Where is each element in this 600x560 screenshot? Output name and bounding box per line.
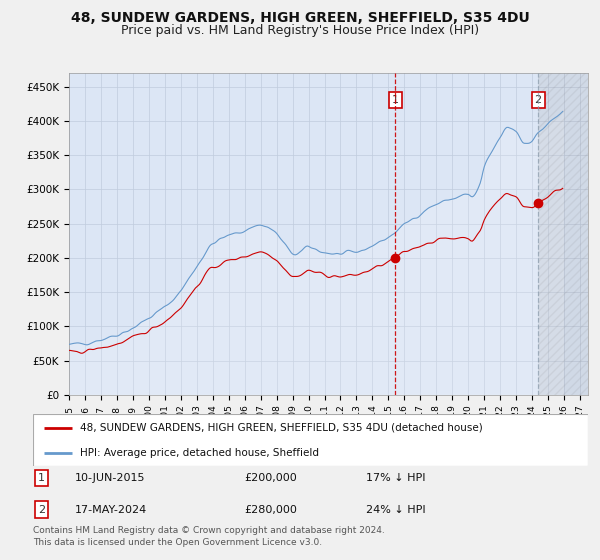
Text: 17-MAY-2024: 17-MAY-2024 bbox=[74, 505, 147, 515]
Text: 24% ↓ HPI: 24% ↓ HPI bbox=[366, 505, 425, 515]
Text: 1: 1 bbox=[38, 473, 45, 483]
Text: £280,000: £280,000 bbox=[244, 505, 297, 515]
Text: Contains HM Land Registry data © Crown copyright and database right 2024.
This d: Contains HM Land Registry data © Crown c… bbox=[33, 526, 385, 547]
Text: 48, SUNDEW GARDENS, HIGH GREEN, SHEFFIELD, S35 4DU (detached house): 48, SUNDEW GARDENS, HIGH GREEN, SHEFFIEL… bbox=[80, 423, 483, 433]
Bar bbox=[538, 73, 588, 395]
Text: 48, SUNDEW GARDENS, HIGH GREEN, SHEFFIELD, S35 4DU: 48, SUNDEW GARDENS, HIGH GREEN, SHEFFIEL… bbox=[71, 11, 529, 25]
Text: 17% ↓ HPI: 17% ↓ HPI bbox=[366, 473, 425, 483]
Text: £200,000: £200,000 bbox=[244, 473, 296, 483]
Text: 2: 2 bbox=[38, 505, 45, 515]
Text: 1: 1 bbox=[392, 95, 399, 105]
Text: 10-JUN-2015: 10-JUN-2015 bbox=[74, 473, 145, 483]
Text: Price paid vs. HM Land Registry's House Price Index (HPI): Price paid vs. HM Land Registry's House … bbox=[121, 24, 479, 36]
Text: HPI: Average price, detached house, Sheffield: HPI: Average price, detached house, Shef… bbox=[80, 447, 319, 458]
Text: 2: 2 bbox=[535, 95, 542, 105]
